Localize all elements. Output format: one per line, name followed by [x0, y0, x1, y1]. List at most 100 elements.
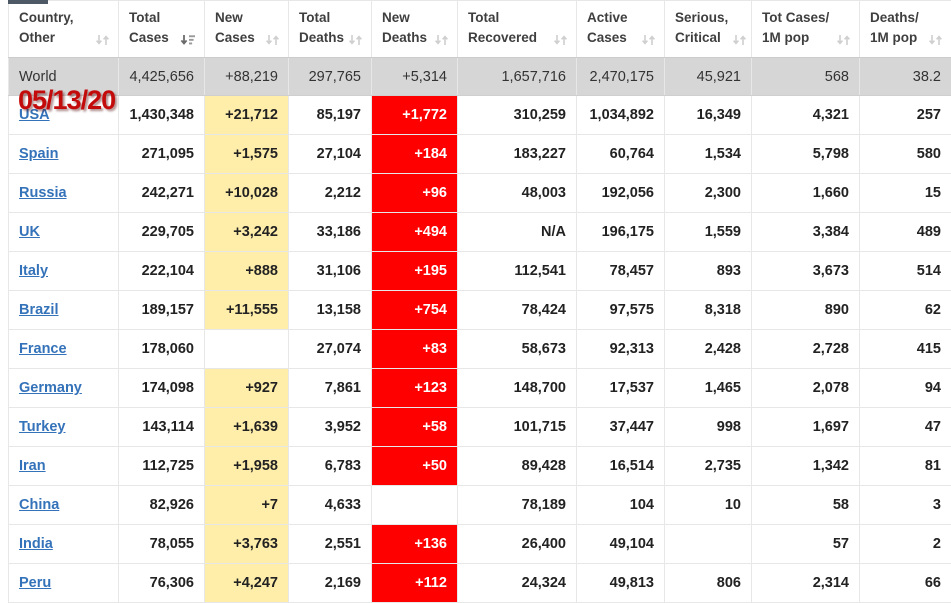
new_deaths-cell: +83 [372, 330, 458, 369]
countries-table: Country, Other Total Cases New Cases Tot… [8, 0, 951, 603]
deaths_1m-cell: 81 [860, 447, 951, 486]
country-link[interactable]: China [19, 497, 59, 513]
active_cases-cell: 97,575 [577, 291, 665, 330]
new_cases-cell: +10,028 [205, 174, 289, 213]
column-label: New Deaths [382, 8, 427, 47]
new_deaths-cell: +136 [372, 525, 458, 564]
cases_1m-cell: 1,697 [752, 408, 860, 447]
active_cases-cell: 1,034,892 [577, 96, 665, 135]
total_cases-cell: 78,055 [119, 525, 205, 564]
country-link[interactable]: Italy [19, 263, 48, 279]
column-label: New Cases [215, 8, 255, 47]
column-header-cases_1m[interactable]: Tot Cases/ 1M pop [752, 1, 860, 58]
country-link[interactable]: Iran [19, 458, 46, 474]
cases_1m-cell: 568 [752, 58, 860, 96]
column-header-total_cases[interactable]: Total Cases [119, 1, 205, 58]
total_recovered-cell: 58,673 [458, 330, 577, 369]
deaths_1m-cell: 514 [860, 252, 951, 291]
column-header-new_cases[interactable]: New Cases [205, 1, 289, 58]
serious_critical-cell: 16,349 [665, 96, 752, 135]
total_recovered-cell: 101,715 [458, 408, 577, 447]
active_cases-cell: 17,537 [577, 369, 665, 408]
sort-icon [348, 34, 363, 46]
new_cases-cell: +927 [205, 369, 289, 408]
sort-icon [553, 34, 568, 46]
new_deaths-cell: +96 [372, 174, 458, 213]
deaths_1m-cell: 38.2 [860, 58, 951, 96]
country-cell: Italy [9, 252, 119, 291]
column-header-new_deaths[interactable]: New Deaths [372, 1, 458, 58]
country-cell: Iran [9, 447, 119, 486]
country-cell: Russia [9, 174, 119, 213]
country-link[interactable]: Russia [19, 185, 67, 201]
column-header-total_recovered[interactable]: Total Recovered [458, 1, 577, 58]
country-link[interactable]: UK [19, 224, 40, 240]
country-cell: Brazil [9, 291, 119, 330]
column-label: Serious, Critical [675, 8, 728, 47]
serious_critical-cell: 10 [665, 486, 752, 525]
new_deaths-cell: +1,772 [372, 96, 458, 135]
total_recovered-cell: N/A [458, 213, 577, 252]
deaths_1m-cell: 62 [860, 291, 951, 330]
new_cases-cell: +88,219 [205, 58, 289, 96]
deaths_1m-cell: 66 [860, 564, 951, 603]
column-header-total_deaths[interactable]: Total Deaths [289, 1, 372, 58]
country-link[interactable]: Peru [19, 575, 51, 591]
total_deaths-cell: 2,551 [289, 525, 372, 564]
total_cases-cell: 271,095 [119, 135, 205, 174]
column-header-serious_critical[interactable]: Serious, Critical [665, 1, 752, 58]
total_recovered-cell: 26,400 [458, 525, 577, 564]
total_cases-cell: 82,926 [119, 486, 205, 525]
column-header-country[interactable]: Country, Other [9, 1, 119, 58]
country-link[interactable]: France [19, 341, 67, 357]
country-cell: Germany [9, 369, 119, 408]
deaths_1m-cell: 2 [860, 525, 951, 564]
total_deaths-cell: 85,197 [289, 96, 372, 135]
country-cell: France [9, 330, 119, 369]
sort-icon [836, 34, 851, 46]
deaths_1m-cell: 3 [860, 486, 951, 525]
new_cases-cell: +1,958 [205, 447, 289, 486]
country-link[interactable]: Turkey [19, 419, 65, 435]
total_recovered-cell: 183,227 [458, 135, 577, 174]
country-cell: UK [9, 213, 119, 252]
new_deaths-cell: +494 [372, 213, 458, 252]
country-cell: Peru [9, 564, 119, 603]
sort-icon [265, 34, 280, 46]
total_deaths-cell: 3,952 [289, 408, 372, 447]
serious_critical-cell [665, 525, 752, 564]
total_deaths-cell: 31,106 [289, 252, 372, 291]
total_cases-cell: 112,725 [119, 447, 205, 486]
active-tab-stub[interactable] [8, 0, 48, 4]
total_deaths-cell: 6,783 [289, 447, 372, 486]
country-link[interactable]: Germany [19, 380, 82, 396]
cases_1m-cell: 5,798 [752, 135, 860, 174]
serious_critical-cell: 1,559 [665, 213, 752, 252]
new_cases-cell: +3,763 [205, 525, 289, 564]
total_cases-cell: 4,425,656 [119, 58, 205, 96]
column-header-active_cases[interactable]: Active Cases [577, 1, 665, 58]
total_deaths-cell: 2,212 [289, 174, 372, 213]
serious_critical-cell: 806 [665, 564, 752, 603]
new_deaths-cell: +58 [372, 408, 458, 447]
deaths_1m-cell: 489 [860, 213, 951, 252]
active_cases-cell: 192,056 [577, 174, 665, 213]
country-link[interactable]: India [19, 536, 53, 552]
cases_1m-cell: 2,314 [752, 564, 860, 603]
total_deaths-cell: 13,158 [289, 291, 372, 330]
sort-icon [732, 34, 747, 46]
column-header-deaths_1m[interactable]: Deaths/ 1M pop [860, 1, 951, 58]
total_recovered-cell: 310,259 [458, 96, 577, 135]
new_cases-cell: +3,242 [205, 213, 289, 252]
serious_critical-cell: 45,921 [665, 58, 752, 96]
country-link[interactable]: Spain [19, 146, 58, 162]
new_deaths-cell [372, 486, 458, 525]
country-link[interactable]: Brazil [19, 302, 59, 318]
serious_critical-cell: 1,534 [665, 135, 752, 174]
